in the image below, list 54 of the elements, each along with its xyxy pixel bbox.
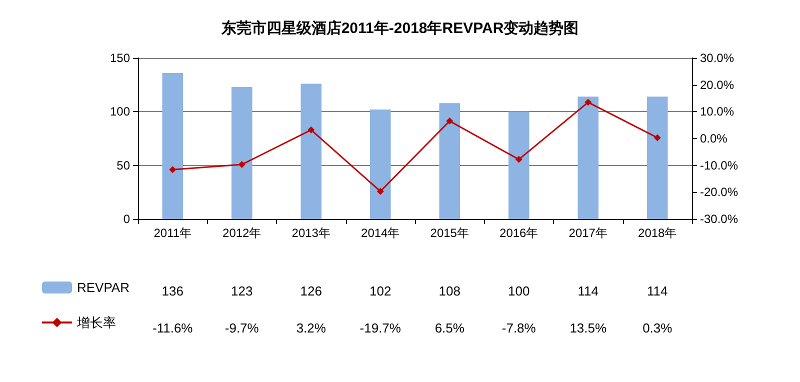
point [238,161,246,168]
chart-title: 东莞市四星级酒店2011年-2018年REVPAR变动趋势图 [220,19,579,37]
y2-tick-label: -10.0% [700,158,738,172]
y-tick-label: 50 [116,158,130,172]
data-label: 100 [508,284,530,298]
legend-label: REVPAR [77,280,130,295]
point [515,156,522,163]
bar [300,84,322,219]
x-tick-label: 2018年 [638,226,677,240]
data-label: -9.7% [224,320,260,336]
y2-tick-label: 20.0% [700,78,734,92]
data-label: 123 [231,284,253,298]
data-label: 6.5% [434,320,465,336]
legend-label: 增长率 [76,315,116,330]
point [308,126,315,134]
point [376,188,384,195]
y2-tick-label: -30.0% [700,212,738,226]
data-label: 0.3% [642,320,673,336]
bar [578,96,599,219]
y2-tick-label: 10.0% [700,104,734,119]
y-tick-label: 100 [110,104,130,119]
data-label: 13.5% [570,320,607,336]
point [654,134,661,142]
y2-tick-label: 0.0% [700,132,728,146]
x-tick-label: 2011年 [154,226,192,240]
y2-tick-label: -20.0% [700,185,738,200]
x-tick-label: 2016年 [500,226,538,240]
data-label: -7.8% [502,320,536,336]
bar [646,96,668,219]
bar [370,110,391,219]
x-tick-label: 2014年 [361,226,400,240]
y-tick-label: 0 [123,212,130,226]
point [446,118,454,125]
bar [231,86,252,219]
data-label: -11.6% [152,320,194,336]
point [584,98,592,106]
bar [508,112,530,219]
data-label: 114 [647,284,668,298]
data-label: 3.2% [296,320,326,336]
data-label: 126 [300,284,322,298]
point [169,166,176,174]
bar [162,73,184,219]
data-label: 114 [578,284,598,298]
y2-tick-label: 30.0% [700,51,734,65]
data-label: 136 [162,284,184,298]
x-tick-label: 2013年 [292,226,330,240]
x-tick-label: 2017年 [568,226,608,240]
x-tick-label: 2012年 [222,226,262,240]
bar [439,103,460,219]
data-label: 108 [438,284,460,298]
y-tick-label: 150 [110,51,130,65]
x-tick-label: 2015年 [430,226,469,240]
data-label: 102 [370,284,392,298]
data-label: -19.7% [360,320,402,336]
